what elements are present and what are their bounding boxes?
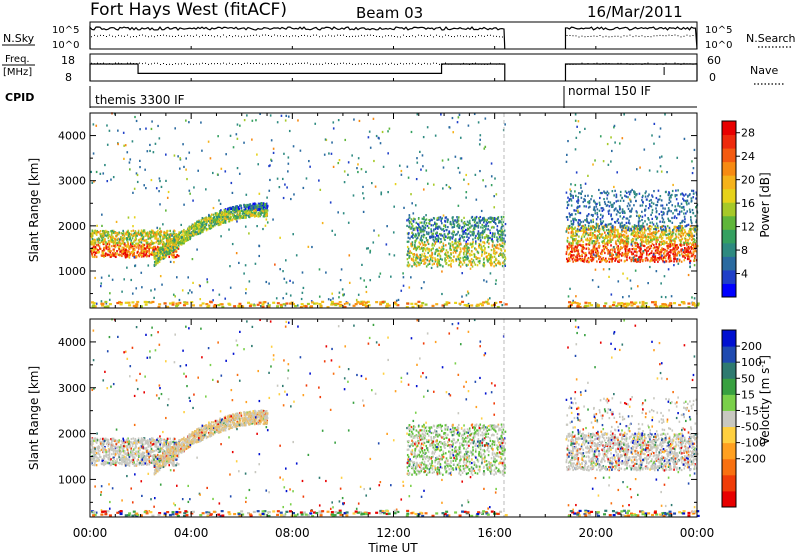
freq-tick-bottom: 8 — [65, 71, 72, 84]
nsky-tick-top: 10^5 — [52, 25, 79, 36]
velocity-colorbar-tick-3: 15 — [741, 388, 755, 401]
power-colorbar: 4 8 12 16 20 24 28 — [721, 120, 755, 298]
power-pixels — [90, 112, 700, 309]
plot-title: Fort Hays West (fitACF) — [90, 0, 287, 20]
nsky-trace-0 — [89, 25, 506, 50]
power-swatch-1 — [722, 269, 736, 284]
velocity-swatch-10 — [722, 330, 736, 347]
beam-label: Beam 03 — [356, 4, 423, 22]
power-swatch-2 — [722, 256, 736, 271]
nsky-trace-1 — [564, 26, 698, 50]
power-swatch-3 — [722, 242, 736, 257]
power-yaxis-tick-0: 1000 — [58, 265, 86, 278]
velocity-ylabel: Slant Range [km] — [27, 366, 41, 470]
power-colorbar-tick-5: 24 — [741, 150, 755, 163]
velocity-colorbar-tick-5: -50 — [741, 421, 759, 434]
velocity-swatch-8 — [722, 362, 736, 379]
freq-units-label: [MHz] — [3, 67, 32, 78]
time-tick-6: 00:00 — [680, 526, 715, 540]
velocity-colorbar-tick-7: -200 — [741, 453, 766, 466]
velocity-colorbar-label: Velocity [m s-1] — [758, 355, 773, 445]
velocity-swatch-4 — [722, 426, 736, 444]
nsky-tick-bottom: 10^0 — [52, 40, 79, 51]
time-tick-2: 08:00 — [275, 526, 310, 540]
velocity-colorbar-tick-1: 100 — [741, 356, 762, 369]
freq-tick-top: 18 — [61, 54, 75, 67]
power-ylabel: Slant Range [km] — [27, 158, 41, 262]
freq-trace — [89, 63, 698, 81]
power-colorbar-label: Power [dB] — [758, 172, 772, 237]
date-label: 16/Mar/2011 — [587, 3, 683, 21]
power-swatch-11 — [722, 134, 736, 149]
velocity-swatch-9 — [722, 346, 736, 363]
velocity-colorbar-tick-0: 200 — [741, 340, 762, 353]
velocity-swatch-2 — [722, 458, 736, 476]
freq-traces — [89, 62, 698, 81]
power-swatch-10 — [722, 148, 736, 163]
power-yaxis-tick-3: 4000 — [58, 130, 86, 143]
power-colorbar-tick-0: 4 — [741, 268, 748, 281]
velocity-colorbar: 200 100 50 15 -15 -50 -100 -200 — [721, 329, 766, 508]
power-swatch-5 — [722, 215, 736, 230]
velocity-y-axis: 1000 2000 3000 4000 — [58, 336, 697, 503]
power-yaxis-tick-1: 2000 — [58, 220, 86, 233]
time-tick-5: 20:00 — [579, 526, 614, 540]
nave-trace — [91, 62, 697, 75]
cpid-mode-1: themis 3300 IF — [95, 93, 185, 107]
nsearch-label: N.Search — [746, 32, 796, 45]
velocity-pixels — [90, 318, 700, 518]
time-tick-4: 16:00 — [477, 526, 512, 540]
power-colorbar-tick-2: 12 — [741, 221, 755, 234]
power-swatch-4 — [722, 229, 736, 244]
velocity-colorbar-tick-4: -15 — [741, 404, 759, 417]
power-swatch-7 — [722, 188, 736, 203]
time-tick-1: 04:00 — [174, 526, 209, 540]
time-tick-0: 00:00 — [73, 526, 108, 540]
power-swatch-6 — [722, 202, 736, 217]
cpid-label: CPID — [5, 91, 34, 104]
power-yaxis-tick-2: 3000 — [58, 175, 86, 188]
power-colorbar-tick-6: 28 — [741, 127, 755, 140]
nsearch-tick-top: 10^5 — [705, 25, 732, 36]
velocity-swatch-6 — [722, 394, 736, 411]
time-axis: 00:00 04:00 08:00 12:00 16:00 20:00 00:00 — [73, 46, 715, 540]
power-swatch-0 — [722, 283, 736, 298]
velocity-panel-bg — [90, 319, 697, 517]
nsearch-trace-1 — [566, 34, 697, 38]
vel-yaxis-tick-0: 1000 — [58, 473, 86, 486]
power-swatch-8 — [722, 175, 736, 190]
nsearch-tick-bottom: 10^0 — [705, 40, 732, 51]
nsky-panel-frame — [89, 21, 698, 50]
vel-yaxis-tick-3: 4000 — [58, 336, 86, 349]
velocity-swatch-5 — [722, 410, 736, 428]
freq-panel-frame — [89, 53, 698, 82]
power-panel-bg — [90, 113, 697, 308]
velocity-swatch-0 — [722, 490, 736, 508]
power-swatch-9 — [722, 161, 736, 176]
nave-tick-bottom: 0 — [709, 71, 716, 84]
nave-label: Nave — [750, 64, 778, 77]
time-tick-3: 12:00 — [376, 526, 411, 540]
nsky-traces — [89, 25, 698, 50]
velocity-swatch-1 — [722, 474, 736, 492]
nsky-label: N.Sky — [3, 32, 35, 45]
power-swatch-12 — [722, 121, 736, 136]
velocity-colorbar-tick-2: 50 — [741, 372, 755, 385]
nsearch-trace-0 — [91, 34, 503, 38]
vel-yaxis-tick-1: 2000 — [58, 428, 86, 441]
power-colorbar-tick-3: 16 — [741, 197, 755, 210]
cpid-mode-2: normal 150 IF — [568, 84, 651, 98]
vel-yaxis-tick-2: 3000 — [58, 382, 86, 395]
power-colorbar-tick-1: 8 — [741, 244, 748, 257]
power-colorbar-tick-4: 20 — [741, 174, 755, 187]
power-y-axis: 1000 2000 3000 4000 — [58, 130, 697, 295]
freq-label: Freq. — [5, 54, 30, 65]
velocity-swatch-3 — [722, 442, 736, 460]
velocity-colorbar-tick-6: -100 — [741, 437, 766, 450]
nave-tick-top: 60 — [707, 54, 721, 67]
time-axis-label: Time UT — [367, 541, 418, 554]
velocity-swatch-7 — [722, 378, 736, 395]
